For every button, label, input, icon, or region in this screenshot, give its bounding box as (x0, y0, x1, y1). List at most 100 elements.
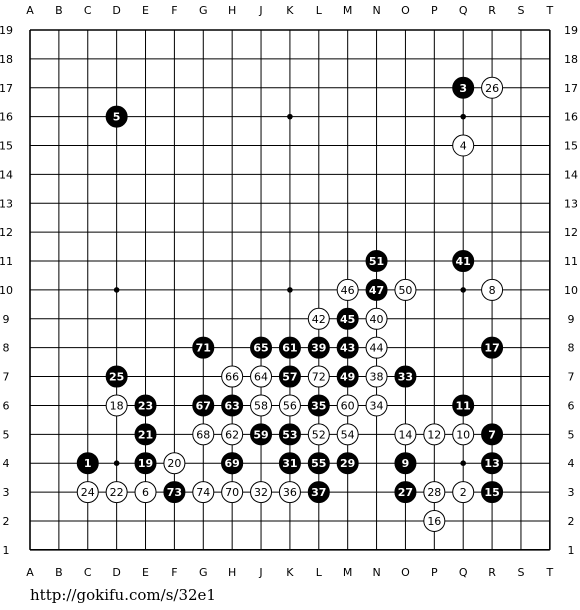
move-number: 1 (84, 457, 92, 470)
move-number: 29 (340, 457, 355, 470)
star-point (113, 287, 120, 293)
row-label-right: 13 (564, 197, 578, 210)
white-stone: 50 (394, 278, 417, 301)
black-stone: 7 (481, 423, 504, 446)
column-label-bottom: R (488, 566, 496, 579)
stone-disc (452, 250, 475, 273)
star-point (460, 287, 467, 293)
column-label-top: A (26, 4, 34, 17)
star-point (287, 287, 293, 293)
column-label-top: P (431, 4, 438, 17)
row-label-left: 19 (0, 24, 13, 37)
white-stone: 62 (221, 423, 244, 446)
stone-disc (250, 423, 273, 446)
stone-disc (221, 481, 244, 504)
stone-disc (134, 423, 157, 446)
move-number: 57 (282, 371, 297, 384)
stone-disc (221, 423, 244, 446)
move-number: 60 (341, 399, 355, 412)
stone-disc (278, 336, 301, 359)
row-label-right: 19 (564, 24, 578, 37)
column-label-bottom: L (316, 566, 323, 579)
move-number: 17 (484, 342, 499, 355)
stone-disc (278, 481, 301, 504)
stone-disc (192, 336, 215, 359)
black-stone: 61 (278, 336, 301, 359)
column-label-top: H (228, 4, 236, 17)
stone-disc (365, 394, 388, 417)
white-stone: 18 (105, 394, 128, 417)
white-stone: 68 (192, 423, 215, 446)
stone-disc (481, 278, 504, 301)
move-number: 33 (398, 371, 413, 384)
white-stone: 2 (452, 481, 475, 504)
black-stone: 35 (307, 394, 330, 417)
move-number: 15 (484, 486, 499, 499)
move-number: 21 (138, 428, 153, 441)
black-stone: 67 (192, 394, 215, 417)
stone-disc (307, 307, 330, 330)
move-number: 36 (283, 486, 297, 499)
row-label-left: 12 (0, 226, 13, 239)
source-url[interactable]: http://gokifu.com/s/32e1 (30, 586, 216, 604)
stone-disc (452, 481, 475, 504)
column-label-bottom: M (343, 566, 353, 579)
stone-disc (307, 336, 330, 359)
column-label-bottom: F (171, 566, 177, 579)
move-number: 59 (253, 428, 268, 441)
row-label-right: 8 (568, 342, 575, 355)
stone-disc (336, 423, 359, 446)
move-number: 53 (282, 428, 297, 441)
move-number: 50 (398, 284, 412, 297)
move-number: 39 (311, 342, 326, 355)
white-stone: 56 (278, 394, 301, 417)
column-label-bottom: N (372, 566, 380, 579)
stone-disc (423, 423, 446, 446)
stone-disc (336, 394, 359, 417)
stone-disc (221, 394, 244, 417)
white-stone: 38 (365, 365, 388, 388)
column-label-top: K (286, 4, 294, 17)
move-number: 41 (456, 255, 471, 268)
move-number: 34 (370, 399, 384, 412)
white-stone: 10 (452, 423, 475, 446)
row-label-right: 7 (568, 371, 575, 384)
stone-disc (365, 365, 388, 388)
black-stone: 17 (481, 336, 504, 359)
move-number: 18 (110, 399, 124, 412)
black-stone: 63 (221, 394, 244, 417)
white-stone: 60 (336, 394, 359, 417)
stone-disc (481, 423, 504, 446)
white-stone: 28 (423, 481, 446, 504)
move-number: 5 (113, 111, 121, 124)
row-label-right: 12 (564, 226, 578, 239)
black-stone: 25 (105, 365, 128, 388)
row-label-left: 17 (0, 82, 13, 95)
stone-disc (365, 250, 388, 273)
column-label-bottom: S (517, 566, 524, 579)
stone-disc (365, 278, 388, 301)
row-label-left: 10 (0, 284, 13, 297)
move-number: 19 (138, 457, 153, 470)
move-number: 66 (225, 371, 239, 384)
stone-disc (394, 452, 417, 475)
row-label-right: 4 (568, 457, 575, 470)
row-label-right: 17 (564, 82, 578, 95)
move-number: 26 (485, 82, 499, 95)
stone-disc (394, 481, 417, 504)
white-stone: 54 (336, 423, 359, 446)
stone-disc (452, 134, 475, 157)
black-stone: 43 (336, 336, 359, 359)
black-stone: 45 (336, 307, 359, 330)
stone-disc (394, 278, 417, 301)
white-stone: 26 (481, 76, 504, 99)
move-number: 43 (340, 342, 355, 355)
stone-disc (192, 423, 215, 446)
black-stone: 13 (481, 452, 504, 475)
move-number: 22 (110, 486, 124, 499)
column-label-top: B (55, 4, 63, 17)
move-number: 13 (484, 457, 499, 470)
stone-disc (76, 481, 99, 504)
row-label-left: 13 (0, 197, 13, 210)
